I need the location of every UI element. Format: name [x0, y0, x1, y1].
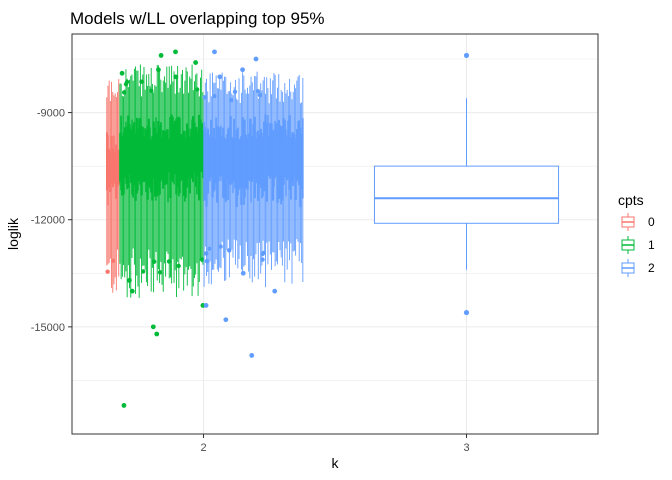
outlier-point: [240, 67, 245, 73]
outlier-point: [121, 90, 127, 95]
x-axis-label: k: [332, 455, 340, 471]
legend-key-1: [618, 235, 638, 255]
outlier-point: [149, 88, 154, 93]
outlier-point: [203, 251, 209, 256]
legend-label: 1: [648, 238, 655, 252]
x-tick-label: 2: [200, 442, 206, 454]
outlier-point: [173, 49, 178, 55]
outlier-point: [140, 269, 146, 274]
outlier-point: [212, 93, 217, 99]
outlier-point: [203, 303, 209, 308]
outlier-point: [204, 259, 210, 264]
y-tick-label: -12000: [31, 215, 65, 227]
series-cpts-0: [105, 79, 120, 293]
outlier-point: [217, 74, 223, 80]
outlier-point: [223, 317, 229, 323]
outlier-point: [129, 288, 135, 294]
outlier-point: [111, 258, 116, 263]
outlier-point: [126, 278, 132, 283]
outlier-point: [227, 248, 232, 253]
outlier-point: [194, 87, 200, 92]
box-k3: [373, 52, 560, 316]
legend: cpts 0 1 2: [618, 192, 655, 278]
outlier-point: [463, 52, 470, 59]
legend-key-0: [618, 212, 638, 232]
outlier-point: [232, 89, 238, 94]
outlier-point: [253, 56, 259, 62]
outlier-point: [176, 263, 181, 269]
outlier-point: [105, 269, 110, 274]
outlier-point: [257, 92, 263, 98]
outlier-point: [212, 49, 217, 55]
outlier-point: [272, 288, 278, 294]
chart-title: Models w/LL overlapping top 95%: [70, 9, 325, 28]
y-axis-label: loglik: [5, 217, 21, 250]
outlier-point: [157, 270, 163, 275]
plot-border: [71, 33, 599, 435]
outlier-point: [150, 324, 156, 330]
outlier-point: [218, 244, 223, 249]
y-tick-label: -15000: [31, 322, 65, 334]
outlier-point: [261, 250, 266, 256]
series-cpts-1: [119, 49, 206, 408]
outlier-point: [173, 74, 179, 80]
outlier-point: [156, 67, 161, 73]
outlier-point: [151, 259, 157, 264]
outlier-point: [249, 353, 255, 358]
x-tick-label: 3: [463, 442, 469, 454]
outlier-point: [260, 257, 265, 262]
outlier-point: [240, 270, 246, 276]
iqr-box: [373, 165, 560, 224]
outlier-point: [199, 257, 205, 262]
data-marks: [105, 49, 560, 408]
outlier-point: [154, 331, 160, 337]
legend-title: cpts: [618, 192, 644, 208]
y-axis: -9000 -12000 -15000: [31, 108, 72, 334]
series-cpts-2: [202, 49, 304, 358]
outlier-point: [463, 309, 470, 316]
outlier-point: [124, 79, 130, 85]
outlier-point: [202, 95, 207, 100]
legend-key-2: [618, 258, 638, 278]
outlier-point: [158, 53, 164, 58]
outlier-point: [207, 246, 212, 251]
outlier-point: [255, 88, 261, 94]
outlier-point: [193, 60, 199, 65]
y-tick-label: -9000: [37, 108, 65, 120]
outlier-point: [166, 259, 172, 264]
outlier-point: [119, 70, 125, 76]
outlier-point: [229, 97, 234, 103]
legend-label: 0: [648, 215, 655, 229]
outlier-point: [139, 79, 144, 84]
legend-label: 2: [648, 261, 655, 275]
outlier-point: [121, 403, 127, 408]
